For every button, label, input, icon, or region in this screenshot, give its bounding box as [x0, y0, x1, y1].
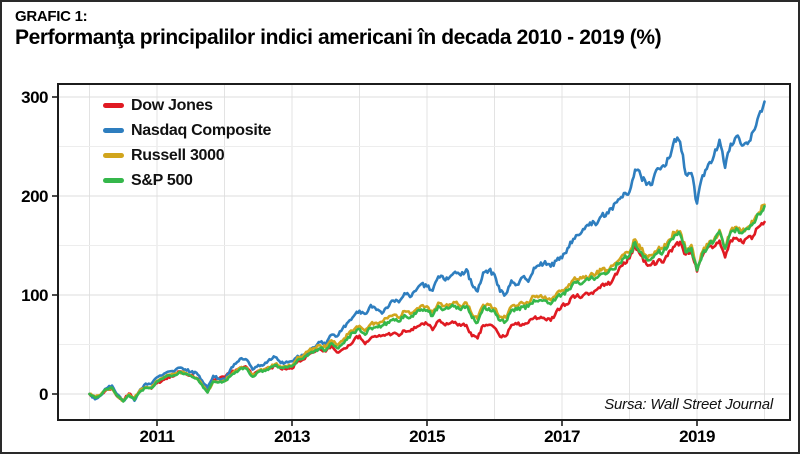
y-tick-label: 300 [21, 88, 48, 107]
source-credit: Sursa: Wall Street Journal [604, 396, 773, 413]
legend-item-sp-500: S&P 500 [103, 168, 271, 193]
legend-label-nasdaq-composite: Nasdaq Composite [131, 121, 272, 139]
russell-line-swatch [103, 153, 124, 158]
legend-item-dow-jones: Dow Jones [103, 93, 271, 118]
chart-legend: Dow Jones Nasdaq Composite Russell 3000 … [103, 93, 271, 193]
x-tick-label: 2019 [679, 427, 715, 446]
legend-item-nasdaq-composite: Nasdaq Composite [103, 118, 271, 143]
dow-jones-line-swatch [103, 103, 124, 108]
series-line-nasdaq-composite [88, 100, 766, 403]
legend-label-sp-500: S&P 500 [131, 171, 193, 189]
x-tick-label: 2013 [274, 427, 310, 446]
y-tick-label: 0 [39, 385, 48, 404]
sp500-line-swatch [103, 178, 124, 183]
y-tick-label: 100 [21, 286, 48, 305]
legend-item-russell-3000: Russell 3000 [103, 143, 271, 168]
legend-label-dow-jones: Dow Jones [131, 96, 213, 114]
nasdaq-line-swatch [103, 128, 124, 133]
legend-label-russell-3000: Russell 3000 [131, 146, 225, 164]
y-tick-label: 200 [21, 187, 48, 206]
series-line-s-p-500 [88, 204, 766, 403]
chart-kicker: GRAFIC 1: [15, 8, 88, 25]
x-tick-label: 2015 [409, 427, 445, 446]
x-tick-label: 2011 [140, 427, 175, 446]
plot-panel-border [57, 83, 791, 421]
chart-title: Performanţa principalilor indici america… [15, 26, 662, 49]
x-tick-label: 2017 [544, 427, 580, 446]
